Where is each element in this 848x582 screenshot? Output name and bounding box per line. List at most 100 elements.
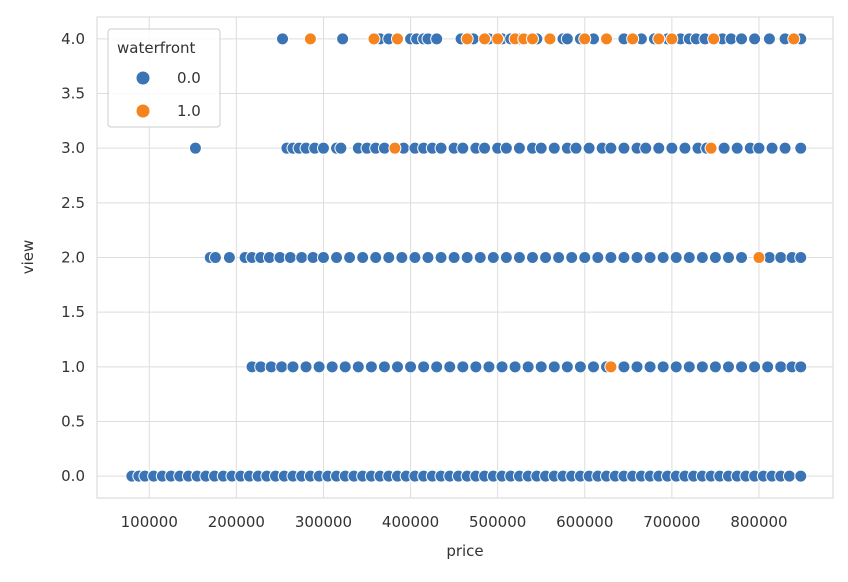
data-point-waterfront-0 (443, 360, 457, 374)
data-point-waterfront-1 (388, 141, 402, 155)
data-point-waterfront-0 (534, 141, 548, 155)
data-point-waterfront-0 (735, 251, 749, 264)
data-point-waterfront-0 (276, 32, 290, 46)
y-tick-label: 0.5 (61, 412, 85, 430)
tick-labels: 100000 200000 300000 400000 500000 600000 7000… (61, 30, 787, 531)
data-point-waterfront-0 (665, 141, 679, 155)
data-point-waterfront-0 (430, 32, 444, 46)
data-point-waterfront-0 (208, 251, 222, 264)
y-tick-label: 1.0 (61, 358, 85, 376)
data-point-waterfront-0 (275, 360, 289, 374)
legend-frame (107, 28, 221, 128)
data-point-waterfront-0 (774, 251, 788, 264)
data-point-waterfront-0 (591, 251, 605, 264)
data-point-waterfront-0 (447, 251, 461, 264)
data-point-waterfront-0 (569, 141, 583, 155)
x-tick-label: 400000 (382, 513, 439, 531)
data-point-waterfront-0 (652, 141, 666, 155)
data-point-waterfront-0 (482, 360, 496, 374)
data-point-waterfront-1 (665, 32, 679, 46)
data-point-waterfront-0 (521, 360, 535, 374)
data-point-waterfront-0 (617, 360, 631, 374)
legend-title: waterfront (117, 39, 196, 57)
data-point-waterfront-0 (643, 360, 657, 374)
data-point-waterfront-0 (794, 360, 808, 374)
data-point-waterfront-0 (695, 360, 709, 374)
data-point-waterfront-0 (473, 251, 487, 264)
data-point-waterfront-0 (748, 360, 762, 374)
data-point-waterfront-0 (338, 360, 352, 374)
data-point-waterfront-0 (188, 141, 202, 155)
data-point-waterfront-0 (721, 251, 735, 264)
data-point-waterfront-0 (717, 141, 731, 155)
y-axis-label: view (19, 240, 37, 275)
data-point-waterfront-0 (669, 251, 683, 264)
data-point-waterfront-1 (460, 32, 474, 46)
data-point-waterfront-0 (762, 32, 776, 46)
data-point-waterfront-0 (390, 360, 404, 374)
data-point-waterfront-0 (630, 360, 644, 374)
data-point-waterfront-0 (316, 251, 330, 264)
data-point-waterfront-0 (508, 360, 522, 374)
data-point-waterfront-0 (735, 360, 749, 374)
data-point-waterfront-1 (578, 32, 592, 46)
data-point-waterfront-0 (295, 251, 309, 264)
data-point-waterfront-0 (582, 141, 596, 155)
data-point-waterfront-0 (617, 251, 631, 264)
data-point-waterfront-0 (604, 251, 618, 264)
legend-marker-1 (136, 104, 150, 118)
data-point-waterfront-0 (547, 141, 561, 155)
data-point-waterfront-0 (325, 360, 339, 374)
x-tick-label: 300000 (295, 513, 352, 531)
data-point-waterfront-0 (643, 251, 657, 264)
data-point-waterfront-0 (560, 360, 574, 374)
data-point-waterfront-0 (316, 141, 330, 155)
data-point-waterfront-0 (539, 251, 553, 264)
data-point-waterfront-0 (334, 141, 348, 155)
data-point-waterfront-0 (222, 251, 236, 264)
data-point-waterfront-0 (512, 251, 526, 264)
data-point-waterfront-0 (312, 360, 326, 374)
data-point-waterfront-0 (499, 141, 513, 155)
data-point-waterfront-1 (707, 32, 721, 46)
data-point-waterfront-0 (752, 141, 766, 155)
data-point-waterfront-0 (794, 469, 808, 483)
data-point-waterfront-1 (491, 32, 505, 46)
data-point-waterfront-0 (299, 360, 313, 374)
y-tick-label: 3.5 (61, 85, 85, 103)
x-tick-label: 800000 (730, 513, 787, 531)
data-point-waterfront-0 (512, 141, 526, 155)
data-point-waterfront-0 (794, 141, 808, 155)
data-point-waterfront-0 (656, 251, 670, 264)
data-point-waterfront-1 (652, 32, 666, 46)
data-point-waterfront-0 (721, 360, 735, 374)
data-point-waterfront-0 (708, 251, 722, 264)
data-point-waterfront-0 (283, 251, 297, 264)
data-point-waterfront-0 (774, 360, 788, 374)
data-point-waterfront-0 (552, 251, 566, 264)
data-point-waterfront-0 (794, 251, 808, 264)
data-point-waterfront-1 (752, 251, 766, 264)
data-point-waterfront-0 (669, 360, 683, 374)
y-tick-label: 1.5 (61, 303, 85, 321)
data-point-waterfront-0 (617, 141, 631, 155)
data-point-waterfront-0 (408, 251, 422, 264)
data-point-waterfront-1 (303, 32, 317, 46)
data-point-waterfront-0 (578, 251, 592, 264)
data-point-waterfront-0 (708, 360, 722, 374)
data-points (125, 32, 808, 483)
data-point-waterfront-0 (782, 469, 796, 483)
data-point-waterfront-1 (604, 360, 618, 374)
data-point-waterfront-0 (765, 141, 779, 155)
x-tick-label: 600000 (556, 513, 613, 531)
data-point-waterfront-0 (586, 360, 600, 374)
data-point-waterfront-0 (456, 141, 470, 155)
data-point-waterfront-0 (695, 251, 709, 264)
data-point-waterfront-0 (460, 251, 474, 264)
data-point-waterfront-0 (547, 360, 561, 374)
data-point-waterfront-0 (469, 360, 483, 374)
data-point-waterfront-1 (478, 32, 492, 46)
data-point-waterfront-0 (336, 32, 350, 46)
legend: waterfront 0.0 1.0 (107, 28, 221, 128)
